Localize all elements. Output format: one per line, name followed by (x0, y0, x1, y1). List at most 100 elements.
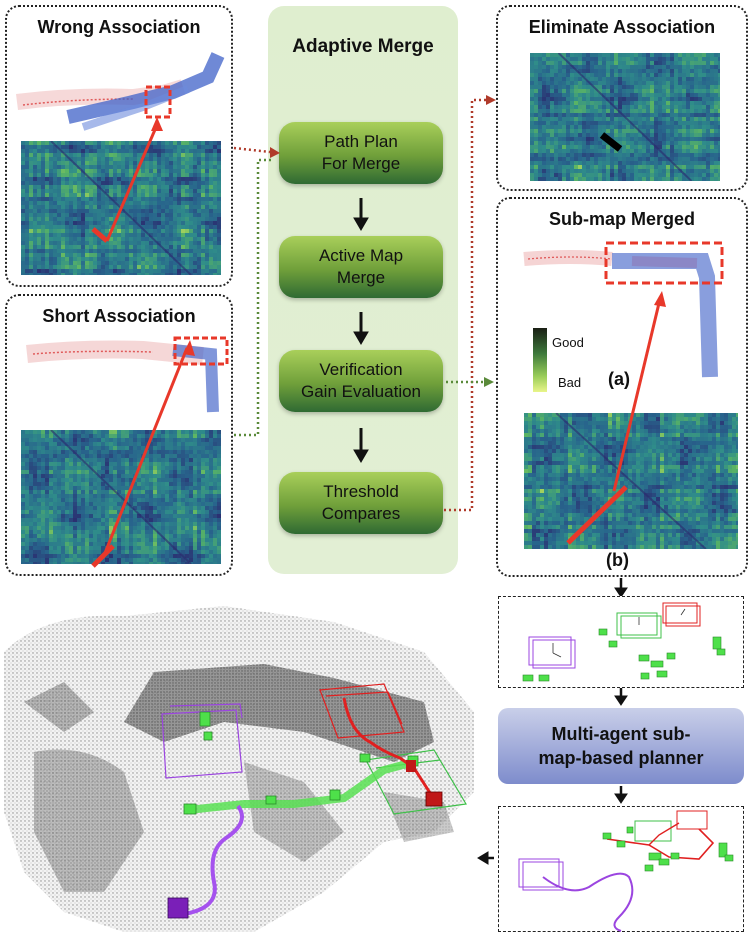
heatmap-cell (646, 77, 650, 81)
heatmap-cell (93, 434, 97, 438)
heatmap-cell (169, 554, 173, 558)
heatmap-cell (193, 430, 197, 434)
heatmap-cell (85, 542, 89, 546)
heatmap-cell (97, 197, 101, 201)
heatmap-cell (137, 157, 141, 161)
heatmap-cell (217, 153, 221, 157)
heatmap-cell (141, 141, 145, 145)
heatmap-cell (145, 181, 149, 185)
heatmap-cell (173, 554, 177, 558)
heatmap-cell (542, 69, 546, 73)
heatmap-cell (690, 57, 694, 61)
heatmap-cell (161, 257, 165, 261)
heatmap-cell (201, 514, 205, 518)
heatmap-cell (33, 474, 37, 478)
heatmap-cell (141, 450, 145, 454)
heatmap-cell (69, 558, 73, 562)
heatmap-cell (173, 510, 177, 514)
heatmap-cell (197, 261, 201, 265)
short-association-title: Short Association (42, 306, 196, 326)
heatmap-cell (93, 269, 97, 273)
heatmap-cell (141, 478, 145, 482)
heatmap-cell (113, 257, 117, 261)
heatmap-cell (542, 125, 546, 129)
heatmap-cell (45, 466, 49, 470)
heatmap-cell (93, 510, 97, 514)
heatmap-cell (670, 69, 674, 73)
heatmap-cell (113, 265, 117, 269)
heatmap-cell (121, 562, 125, 564)
heatmap-cell (650, 105, 654, 109)
heatmap-cell (89, 205, 93, 209)
heatmap-cell (29, 273, 33, 275)
heatmap-cell (662, 165, 666, 169)
heatmap-cell (169, 145, 173, 149)
heatmap-cell (686, 173, 690, 177)
heatmap-cell (209, 542, 213, 546)
heatmap-cell (690, 161, 694, 165)
heatmap-cell (217, 269, 221, 273)
heatmap-cell (217, 502, 221, 506)
heatmap-cell (197, 454, 201, 458)
heatmap-cell (690, 81, 694, 85)
heatmap-cell (153, 474, 157, 478)
heatmap-cell (141, 169, 145, 173)
heatmap-cell (634, 77, 638, 81)
heatmap-cell (133, 145, 137, 149)
heatmap-cell (189, 466, 193, 470)
heatmap-cell (534, 149, 538, 153)
heatmap-cell (646, 117, 650, 121)
heatmap-cell (89, 442, 93, 446)
heatmap-cell (161, 205, 165, 209)
heatmap-cell (57, 185, 61, 189)
heatmap-cell (97, 450, 101, 454)
heatmap-cell (546, 145, 550, 149)
heatmap-cell (33, 502, 37, 506)
heatmap-cell (193, 157, 197, 161)
heatmap-cell (193, 434, 197, 438)
heatmap-cell (173, 518, 177, 522)
heatmap-cell (586, 105, 590, 109)
heatmap-cell (209, 229, 213, 233)
heatmap-cell (213, 265, 217, 269)
heatmap-cell (678, 69, 682, 73)
heatmap-cell (666, 81, 670, 85)
heatmap-cell (85, 518, 89, 522)
heatmap-cell (598, 165, 602, 169)
heatmap-cell (105, 458, 109, 462)
heatmap-cell (181, 482, 185, 486)
heatmap-cell (682, 53, 686, 57)
heatmap-cell (173, 498, 177, 502)
heatmap-cell (173, 494, 177, 498)
heatmap-cell (670, 157, 674, 161)
heatmap-cell (570, 73, 574, 77)
heatmap-cell (694, 113, 698, 117)
heatmap-cell (73, 486, 77, 490)
heatmap-cell (153, 233, 157, 237)
heatmap-cell (558, 61, 562, 65)
heatmap-cell (578, 137, 582, 141)
heatmap-cell (582, 125, 586, 129)
heatmap-cell (89, 253, 93, 257)
heatmap-cell (662, 73, 666, 77)
heatmap-cell (97, 506, 101, 510)
heatmap-cell (530, 65, 534, 69)
heatmap-cell (37, 273, 41, 275)
heatmap-cell (666, 149, 670, 153)
heatmap-cell (169, 446, 173, 450)
heatmap-cell (61, 466, 65, 470)
heatmap-cell (121, 454, 125, 458)
heatmap-cell (213, 466, 217, 470)
heatmap-cell (65, 502, 69, 506)
heatmap-cell (137, 233, 141, 237)
heatmap-cell (161, 518, 165, 522)
heatmap-cell (185, 157, 189, 161)
heatmap-cell (181, 486, 185, 490)
heatmap-cell (45, 450, 49, 454)
heatmap-cell (49, 177, 53, 181)
heatmap-cell (546, 161, 550, 165)
heatmap-cell (650, 165, 654, 169)
heatmap-cell (153, 265, 157, 269)
heatmap-cell (41, 261, 45, 265)
